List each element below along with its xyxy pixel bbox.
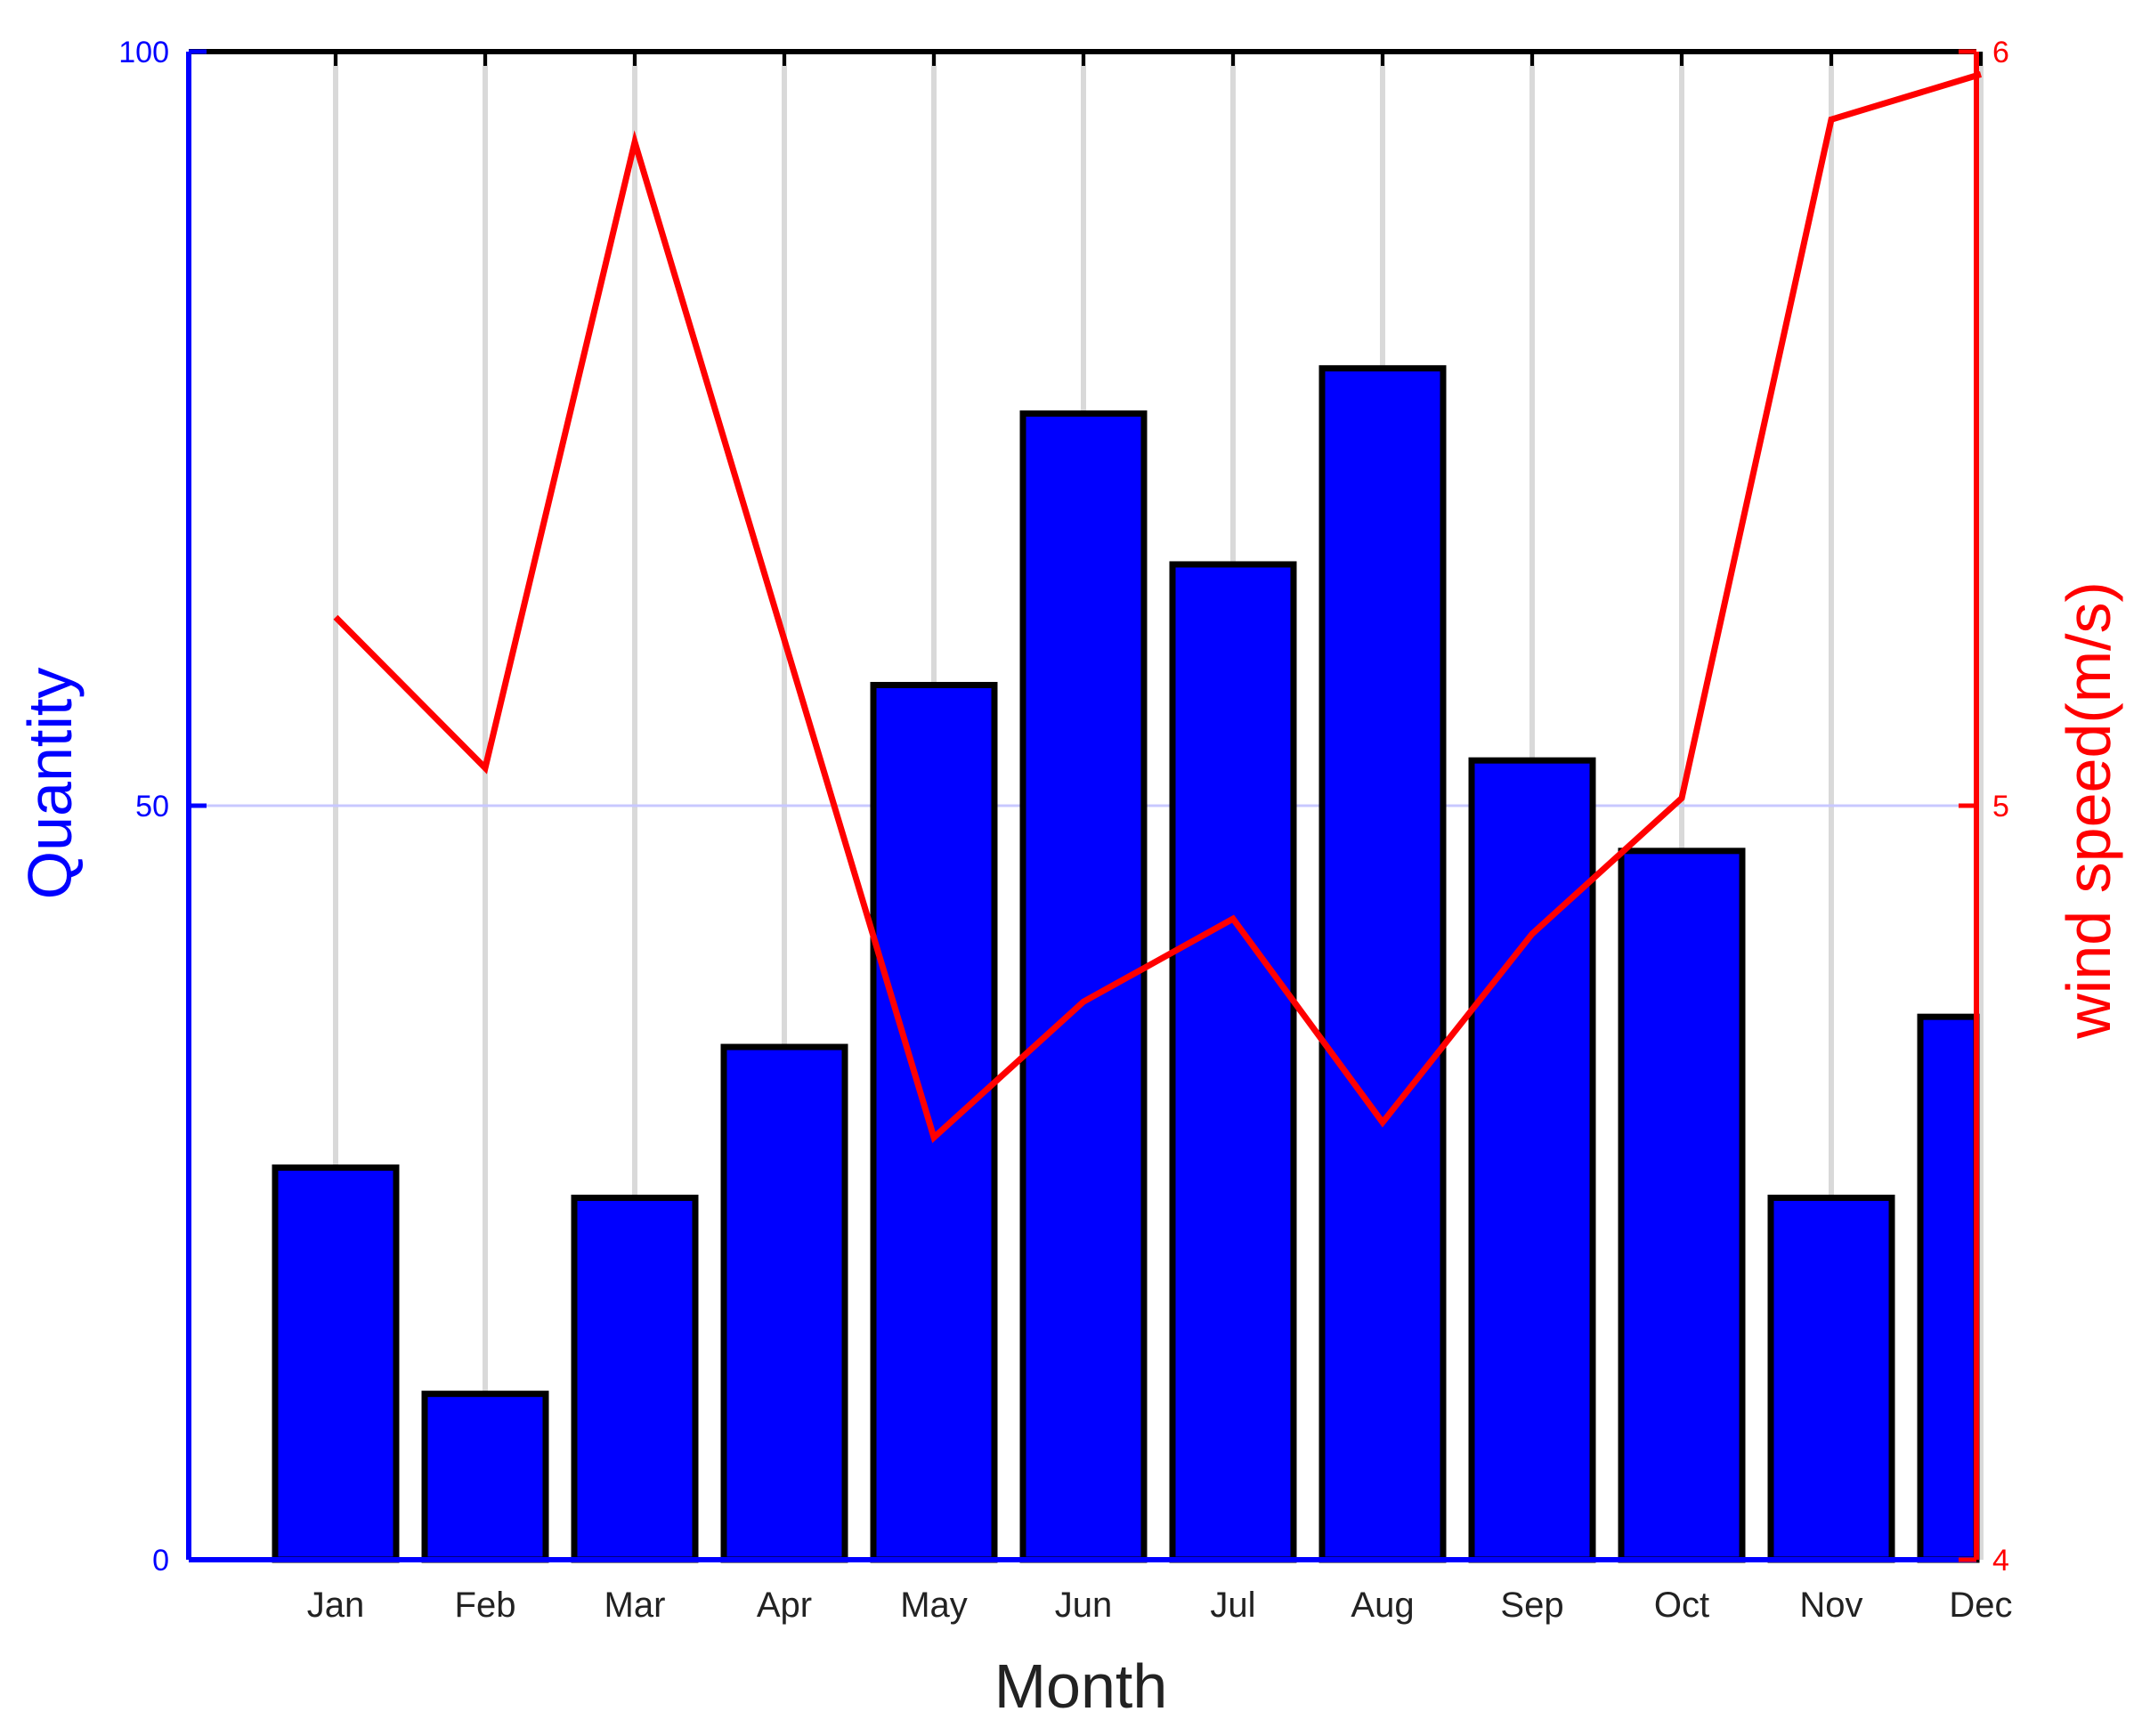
bar-aug [1318, 365, 1447, 1563]
left-tick-label-50: 50 [135, 790, 169, 823]
bar-feb [421, 1391, 549, 1563]
y-axis-title-right: wind speed(m/s) [2054, 581, 2123, 1040]
right-tick-label-4: 4 [1992, 1544, 2009, 1578]
bar-nov [1767, 1194, 1895, 1563]
bar-oct [1618, 848, 1746, 1563]
bar-jan [272, 1164, 400, 1563]
x-tick-label-jul: Jul [1210, 1586, 1255, 1625]
x-tick-label-oct: Oct [1654, 1586, 1709, 1625]
x-tick-label-jan: Jan [307, 1586, 365, 1625]
x-tick-label-sep: Sep [1500, 1586, 1563, 1625]
x-tick-label-feb: Feb [455, 1586, 516, 1625]
wind-speed-line [333, 71, 1983, 1143]
bar-may [870, 681, 998, 1563]
x-tick-label-mar: Mar [604, 1586, 666, 1625]
x-tick-label-may: May [900, 1586, 968, 1625]
x-tick-label-nov: Nov [1799, 1586, 1862, 1625]
axis-layer: 0 50 100 4 5 6 Jan Feb Mar Apr May Jun Jul Aug Sep Oct N… [118, 36, 2012, 1625]
right-tick-label-5: 5 [1992, 790, 2009, 823]
bar-jun [1019, 410, 1148, 1563]
x-axis-title: Month [994, 1651, 1168, 1721]
y-axis-title-left: Quantity [15, 668, 85, 900]
x-tick-label-aug: Aug [1351, 1586, 1414, 1625]
left-tick-label-100: 100 [118, 36, 169, 69]
bar-mar [571, 1194, 699, 1563]
bar-jul [1169, 561, 1297, 1563]
x-tick-label-jun: Jun [1055, 1586, 1113, 1625]
bar-sep [1468, 757, 1596, 1563]
x-tick-label-apr: Apr [757, 1586, 812, 1625]
bar-dec [1917, 1013, 1980, 1563]
left-tick-label-0: 0 [152, 1544, 169, 1578]
x-tick-label-dec: Dec [1949, 1586, 2012, 1625]
line-layer [333, 71, 1983, 1143]
right-tick-label-6: 6 [1992, 36, 2009, 69]
bar-layer [272, 365, 1980, 1563]
bar-apr [720, 1043, 848, 1563]
